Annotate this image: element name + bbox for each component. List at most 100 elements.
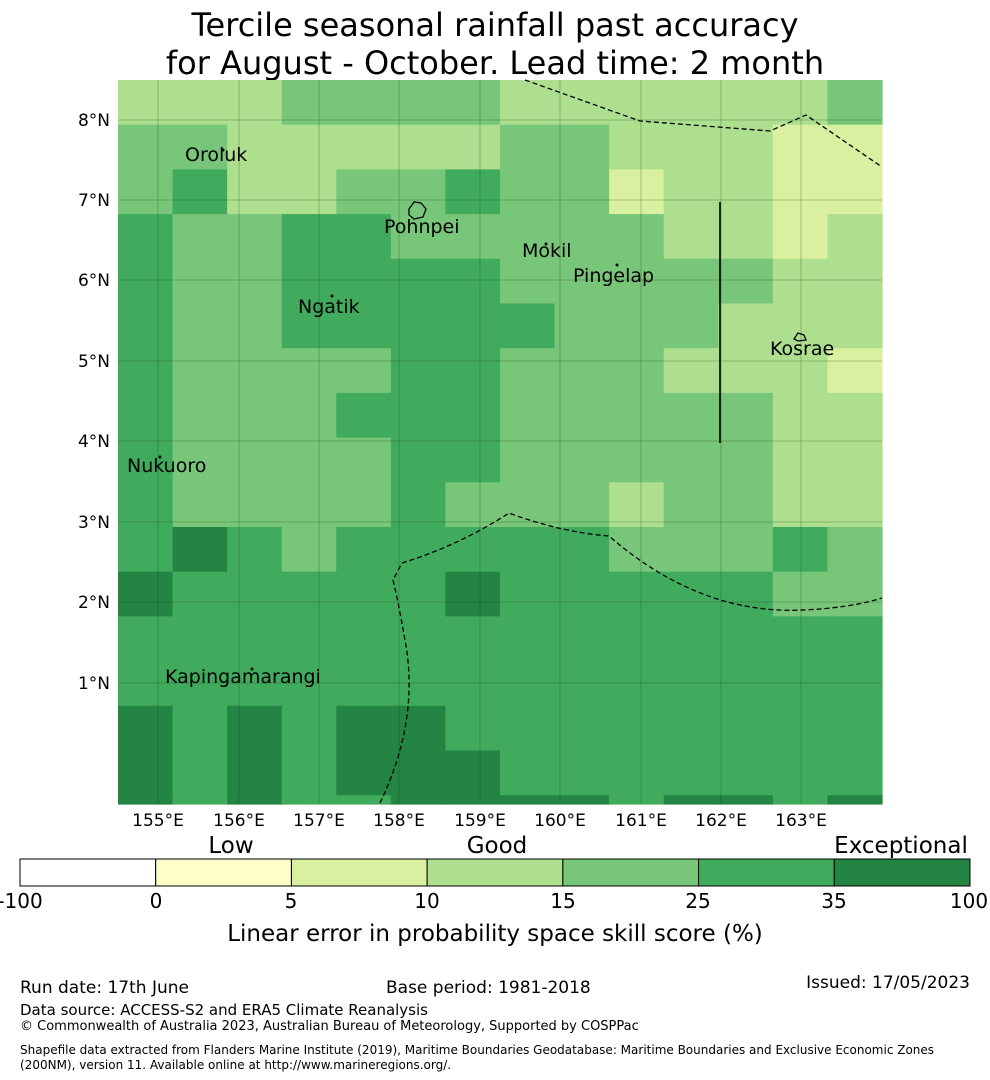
skill-grid-cell [500,661,556,707]
skill-grid-cell [772,348,829,394]
skill-grid-cell [227,437,283,483]
skill-grid-cell [718,124,774,170]
skill-grid-cell [336,303,392,349]
skill-grid-cell [554,571,610,617]
skill-grid-cell [663,80,719,126]
skill-grid-cell [336,80,392,126]
skill-grid-cell [663,258,719,305]
skill-grid-cell [336,169,392,215]
skill-grid-cell [172,482,228,528]
skill-grid-cell [336,482,392,528]
skill-grid-cell [718,616,774,662]
skill-grid-cell [172,527,228,573]
skill-grid-cell [772,169,829,215]
skill-grid-cell [445,795,501,805]
skill-grid-cell [663,795,719,805]
colorbar-category-good: Good [467,833,528,859]
skill-grid-cell [227,661,283,707]
skill-grid-cell [827,80,883,126]
skill-grid-cell [390,705,447,752]
skill-grid-cell [390,303,447,349]
skill-grid-cell [772,214,829,260]
skill-grid-cell [500,795,556,805]
skill-grid-cell [663,616,719,662]
place-label-nukuoro: Nukuoro [127,455,206,477]
skill-grid-cell [663,705,719,752]
skill-grid-cell [827,482,883,528]
skill-grid-cell [609,214,665,260]
skill-grid-cell [390,527,447,573]
place-label-kapingamarangi: Kapingamarangi [165,666,321,688]
skill-grid-cell [281,214,337,260]
skill-grid-cell [281,661,337,707]
shapefile-credit-line-2: (200NM), version 11. Available online at… [20,1058,452,1072]
skill-grid-cell [118,795,174,805]
skill-grid-cell [554,169,610,215]
lat-label-4n: 4°N [78,432,110,452]
skill-grid-cell [663,214,719,260]
skill-grid-cell [390,795,447,805]
lat-label-3n: 3°N [78,513,110,533]
skill-grid-cell [554,80,610,126]
skill-grid-cell [663,437,719,483]
skill-grid-cell [172,795,228,805]
skill-grid-cell [172,80,228,126]
skill-grid-cell [118,616,174,662]
skill-grid-cell [718,258,774,305]
skill-grid-cell [390,392,447,439]
skill-grid-cell [445,482,501,528]
skill-grid-cell [718,750,774,796]
skill-grid-cell [718,169,774,215]
skill-grid-cell [227,392,283,439]
skill-grid-cell [390,750,447,796]
colorbar-tick-neg100: -100 [0,889,43,913]
skill-grid-cell [718,303,774,349]
skill-grid-cell [554,616,610,662]
skill-grid-cell [445,80,501,126]
skill-grid-cell [772,527,829,573]
skill-grid-cell [336,616,392,662]
skill-grid-cell [500,705,556,752]
skill-grid-cell [609,80,665,126]
skill-grid-cell [827,616,883,662]
skill-grid-cell [281,705,337,752]
skill-grid-cell [718,348,774,394]
skill-grid-cell [227,348,283,394]
skill-grid-cell [445,214,501,260]
skill-grid-cell [827,258,883,305]
skill-grid-cell [827,169,883,215]
skill-grid-cell [281,750,337,796]
chart-title-line-2: for August - October. Lead time: 2 month [165,44,825,82]
skill-grid-cell [336,348,392,394]
place-label-mokil: Mokil [522,240,572,262]
colorbar-segment [426,858,564,887]
colorbar-label: Linear error in probability space skill … [227,921,763,947]
skill-grid-cell [172,214,228,260]
skill-grid-cell [609,348,665,394]
place-label-ngatik: Ngatik [298,296,360,318]
skill-grid-cell [827,392,883,439]
lon-label-155e: 155°E [132,811,184,831]
skill-grid-cell [827,795,883,805]
skill-grid-cell [718,482,774,528]
skill-grid-cell [227,80,283,126]
skill-grid-cell [118,348,174,394]
skill-grid-cell [118,437,174,483]
skill-grid-cell [500,124,556,170]
skill-grid-cell [718,437,774,483]
skill-grid-cell [390,571,447,617]
skill-grid-cell [172,571,228,617]
skill-grid-cell [118,392,174,439]
chart-title-line-1: Tercile seasonal rainfall past accuracy [191,6,799,44]
skill-grid-cell [772,661,829,707]
skill-grid-cell [663,661,719,707]
copyright: © Commonwealth of Australia 2023, Austra… [20,1019,639,1034]
skill-grid-cell [281,124,337,170]
skill-grid-cell [172,661,228,707]
skill-grid-cell [336,750,392,796]
colorbar-category-low: Low [208,833,253,859]
skill-grid-cell [445,348,501,394]
skill-grid-cell [554,482,610,528]
skill-grid-cell [281,795,337,805]
island-outlines [158,148,807,671]
